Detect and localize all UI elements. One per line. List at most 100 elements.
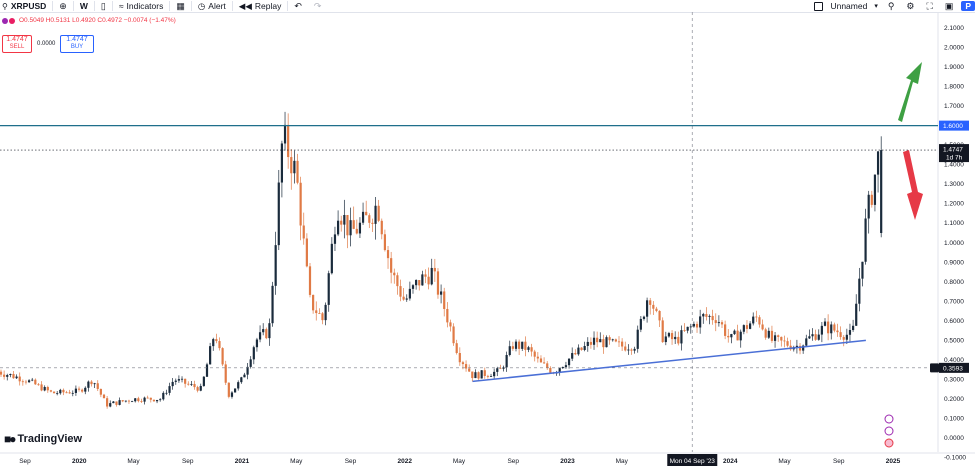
candle-body xyxy=(730,334,733,338)
price-chart[interactable]: 2.10002.00001.90001.80001.70001.50001.40… xyxy=(0,12,975,466)
x-tick-label: 2023 xyxy=(560,458,575,465)
candle-body xyxy=(193,383,196,388)
candle-body xyxy=(855,303,858,326)
candle-body xyxy=(180,378,184,380)
candle-body xyxy=(705,314,708,317)
candle-body xyxy=(605,337,608,348)
x-tick-label: Sep xyxy=(19,458,31,465)
tradingview-logo: ■● TradingView xyxy=(4,432,82,446)
candle-body xyxy=(315,310,318,314)
candle-body xyxy=(262,329,265,333)
candle-body xyxy=(489,376,493,378)
bar-countdown-label: 1d 7h xyxy=(946,155,963,162)
candle-body xyxy=(37,384,40,386)
candle-body xyxy=(452,326,455,344)
y-tick-label: 1.1000 xyxy=(944,220,964,227)
candle-body xyxy=(627,349,630,351)
candle-body xyxy=(162,392,165,400)
candle-body xyxy=(24,381,28,383)
candle-body xyxy=(52,391,56,394)
candle-body xyxy=(474,372,477,379)
candle-body xyxy=(436,271,440,295)
crosshair-plus-button[interactable] xyxy=(930,363,939,373)
candle-body xyxy=(68,392,71,394)
y-tick-label: -0.1000 xyxy=(944,455,966,462)
candle-body xyxy=(530,347,533,352)
candle-body xyxy=(361,211,365,223)
candle-body xyxy=(736,330,739,341)
x-tick-label: Sep xyxy=(833,458,845,465)
candle-body xyxy=(233,388,237,393)
candle-body xyxy=(686,326,689,331)
candle-body xyxy=(274,245,277,286)
candle-body xyxy=(864,218,867,262)
candle-body xyxy=(140,401,143,402)
candle-body xyxy=(65,392,68,394)
x-tick-label: 2021 xyxy=(235,458,250,465)
candle-body xyxy=(617,341,621,343)
candle-body xyxy=(155,400,159,402)
candle-body xyxy=(724,324,727,336)
x-tick-label: May xyxy=(616,458,629,465)
x-tick-label: May xyxy=(127,458,140,465)
hline-price-tag xyxy=(939,120,969,131)
camera-icon[interactable]: ▣ xyxy=(944,0,954,11)
interval-button[interactable]: W xyxy=(79,1,88,11)
support-trendline[interactable] xyxy=(472,339,866,383)
candle-body xyxy=(424,274,427,277)
candle-body xyxy=(624,346,627,351)
candle-body xyxy=(240,377,243,383)
alert-button[interactable]: ◷ Alert xyxy=(198,1,226,12)
crosshair-date-tag xyxy=(667,454,718,466)
fullscreen-icon[interactable]: ⛶ xyxy=(926,0,933,11)
y-tick-label: 1.2000 xyxy=(944,201,964,208)
candle-body xyxy=(112,401,115,404)
event-plus-icon[interactable] xyxy=(884,414,894,424)
candle-body xyxy=(118,400,121,405)
sell-button[interactable]: 1.4747 SELL xyxy=(2,35,32,53)
undo-icon[interactable]: ↶ xyxy=(294,0,302,11)
event-flash-icon[interactable] xyxy=(884,426,894,436)
event-flag-icon[interactable] xyxy=(884,438,894,448)
candle-body xyxy=(365,211,368,216)
candle-body xyxy=(106,398,109,407)
sell-price: 1.4747 xyxy=(6,36,28,43)
candle-body xyxy=(561,366,564,369)
layout-selector[interactable]: Unnamed ▾ xyxy=(814,1,878,11)
candle-body xyxy=(427,276,430,285)
candle-body xyxy=(90,381,93,385)
candle-body xyxy=(580,347,583,350)
redo-icon[interactable]: ↷ xyxy=(313,0,322,11)
candle-body xyxy=(876,151,880,175)
candle-body xyxy=(383,234,387,251)
y-tick-label: 0.7000 xyxy=(944,298,964,305)
candle-body xyxy=(805,338,808,346)
publish-button[interactable]: P xyxy=(961,1,975,11)
settings-gear-icon[interactable]: ⚙ xyxy=(906,0,915,11)
candle-body xyxy=(611,339,614,341)
candle-body xyxy=(336,220,340,235)
support-price-tag xyxy=(939,362,969,373)
candle-body xyxy=(536,356,539,359)
compare-icon[interactable]: ⊕ xyxy=(59,0,67,11)
candle-body xyxy=(458,352,461,363)
alert-label: Alert xyxy=(208,1,226,11)
symbol-search[interactable]: ⚲ XRPUSD xyxy=(2,1,46,11)
candles-style-icon[interactable]: ▯ xyxy=(100,0,106,11)
candle-body xyxy=(355,228,358,234)
candle-body xyxy=(31,379,34,381)
candle-body xyxy=(268,323,271,339)
candle-body xyxy=(858,278,861,304)
indicators-icon: ≈ xyxy=(118,1,124,11)
candle-body xyxy=(152,399,156,402)
candle-body xyxy=(159,399,162,401)
search-icon[interactable]: ⚲ xyxy=(887,0,895,11)
replay-button[interactable]: ◀◀ Replay xyxy=(239,1,282,12)
candle-body xyxy=(758,317,761,325)
candle-body xyxy=(46,386,49,391)
indicators-button[interactable]: ≈ Indicators xyxy=(119,1,164,11)
buy-button[interactable]: 1.4747 BUY xyxy=(60,35,94,53)
templates-icon[interactable]: ▦ xyxy=(176,0,185,11)
candle-body xyxy=(755,316,758,318)
candle-body xyxy=(608,337,611,341)
